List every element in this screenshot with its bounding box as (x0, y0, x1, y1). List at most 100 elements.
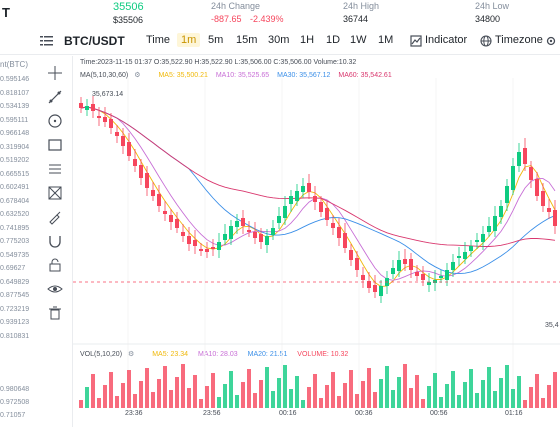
interval-5m[interactable]: 5m (208, 34, 224, 46)
interval-1w[interactable]: 1W (350, 34, 367, 46)
volume-bar (229, 371, 233, 408)
volume-bar (517, 376, 521, 408)
menu-icon[interactable] (40, 35, 53, 50)
volume-bar (121, 383, 125, 408)
candle (541, 191, 545, 206)
candle (373, 285, 377, 292)
candle (229, 226, 233, 239)
candle (421, 274, 425, 280)
interval-1h[interactable]: 1H (300, 34, 315, 46)
volume-bar (385, 366, 389, 408)
ma10-value: MA10: 35,525.65 (215, 72, 270, 79)
left-axis-label: 0.319904 (0, 143, 30, 151)
candle (175, 219, 179, 228)
interval-15m[interactable]: 15m (236, 34, 258, 46)
time-axis-label: 23:56 (203, 410, 221, 417)
candle (349, 250, 353, 260)
candle (301, 186, 305, 192)
volume-bar (409, 388, 413, 408)
pair-short: T (2, 5, 10, 20)
candle (97, 116, 101, 118)
globe-icon[interactable] (480, 35, 492, 50)
legend-settings-icon[interactable]: ⚙ (134, 72, 141, 79)
time-axis-label: 00:36 (355, 410, 373, 417)
candle (103, 117, 107, 122)
ma-line (80, 106, 556, 287)
candle (169, 215, 173, 222)
candle (133, 159, 137, 166)
volume-bar (205, 386, 209, 408)
trendline-icon[interactable] (47, 89, 63, 105)
candle (187, 236, 191, 244)
ticker-header: T 35506 $35506 24h Change -887.65 -2.439… (0, 0, 560, 30)
time-axis-label: 01:16 (505, 410, 523, 417)
indicator-button[interactable]: Indicator (425, 34, 468, 46)
candlestick-chart[interactable] (73, 56, 560, 427)
volume-bar (79, 400, 83, 408)
candle (313, 196, 317, 202)
volume-bar (211, 373, 215, 408)
rectangle-tool-icon[interactable] (47, 137, 63, 153)
candle (283, 206, 287, 218)
left-axis-label: 0.818107 (0, 89, 30, 97)
candle (361, 275, 365, 280)
time-axis-label: 00:16 (279, 410, 297, 417)
interval-30m[interactable]: 30m (268, 34, 290, 46)
ma5-value: MA5: 35,500.21 (158, 72, 208, 79)
symbol-label[interactable]: BTC/USDT (64, 34, 125, 48)
volume-bar (193, 375, 197, 408)
left-axis-label: 0.632520 (0, 211, 30, 218)
candle (391, 268, 395, 274)
volume-axis-label: 0.972508 (0, 399, 30, 406)
volume-bar (103, 385, 107, 408)
eye-icon[interactable] (47, 281, 63, 297)
volume-bar (481, 380, 485, 408)
last-price-usd: $35506 (113, 15, 144, 25)
candle (523, 148, 527, 164)
candle (157, 194, 161, 206)
volume-bar (457, 395, 461, 408)
trash-icon[interactable] (47, 305, 63, 321)
ohlc-legend: Time:2023-11-15 01:37 O:35,522.90 H:35,5… (80, 59, 357, 66)
candle (151, 190, 155, 196)
candle (193, 240, 197, 246)
candle (265, 236, 269, 245)
left-axis-label: 0.741895 (0, 224, 30, 232)
fib-tool-icon[interactable] (47, 161, 63, 177)
volume-bar (433, 373, 437, 408)
chart-toolbar: BTC/USDT Time 1m 5m 15m 30m 1H 1D 1W 1M … (0, 31, 560, 53)
gear-icon[interactable] (545, 35, 557, 50)
volume-bar (331, 372, 335, 408)
candle (397, 260, 401, 271)
interval-1mo[interactable]: 1M (378, 34, 394, 46)
candle (139, 165, 143, 178)
interval-1m[interactable]: 1m (177, 33, 201, 47)
timezone-button[interactable]: Timezone (495, 34, 543, 46)
lock-icon[interactable] (47, 257, 63, 273)
interval-1d[interactable]: 1D (326, 34, 341, 46)
candle (469, 246, 473, 251)
volume-bar (127, 370, 131, 408)
indicator-icon[interactable] (410, 35, 422, 50)
circle-tool-icon[interactable] (47, 113, 63, 129)
time-button[interactable]: Time (146, 34, 171, 46)
crosshair-icon[interactable] (47, 65, 63, 81)
high-label: 24h High (343, 1, 380, 11)
volume-bar (553, 372, 557, 408)
candle (457, 256, 461, 258)
pattern-tool-icon[interactable] (47, 185, 63, 201)
volume-bar (223, 384, 227, 408)
volume-bar (157, 379, 161, 408)
candle (505, 186, 509, 203)
brush-icon[interactable] (47, 209, 63, 225)
magnet-icon[interactable] (47, 233, 63, 249)
vol-settings-icon[interactable]: ⚙ (127, 351, 135, 358)
left-axis-label: 0.534139 (0, 103, 30, 110)
candle (487, 226, 491, 232)
candle (91, 104, 95, 111)
left-axis-label: 0.69627 (0, 265, 26, 272)
volume-bar (379, 379, 383, 408)
change-percent: -2.439% (250, 14, 284, 24)
moving-average-lines (80, 106, 556, 287)
volume-bar (415, 375, 419, 408)
